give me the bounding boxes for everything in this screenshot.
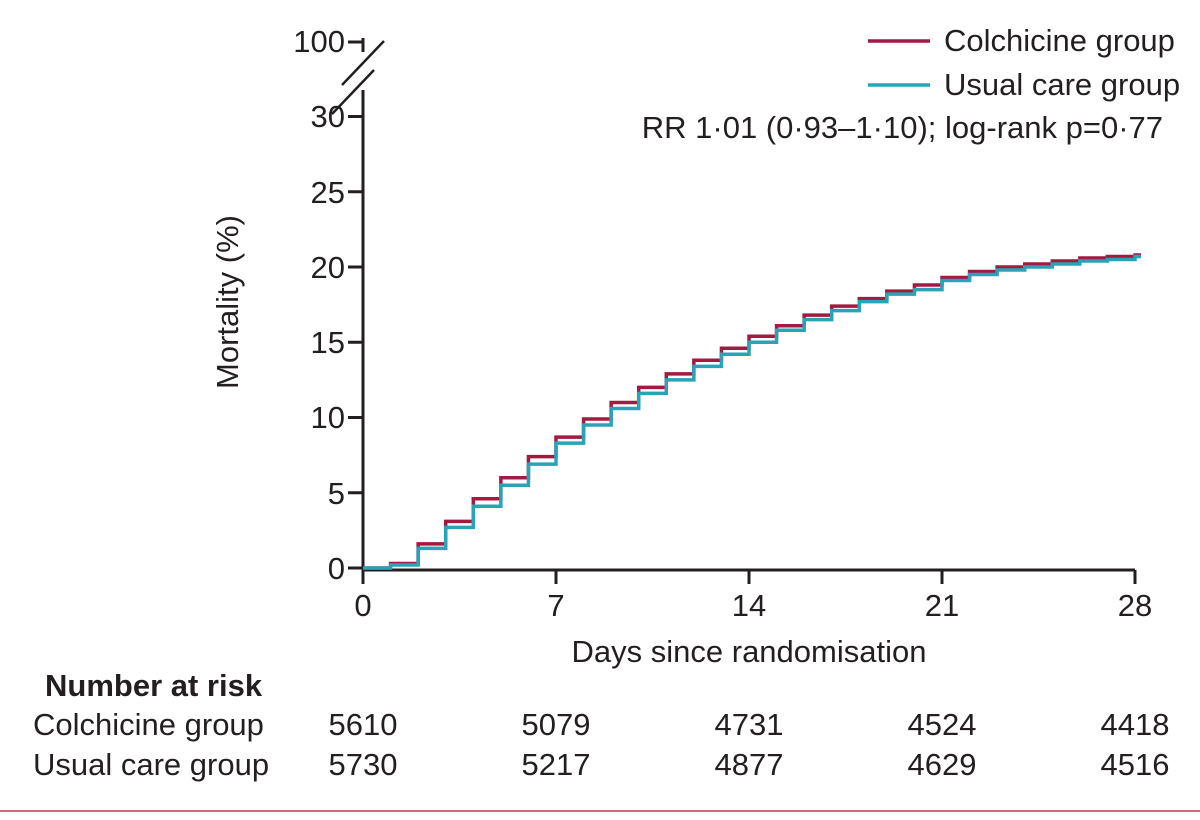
risk-count: 5079: [521, 707, 591, 742]
y-tick-label-15: 15: [310, 325, 345, 360]
y-tick-label-5: 5: [327, 476, 345, 511]
usual-care-curve: [363, 254, 1141, 570]
x-tick-label-28: 28: [1117, 588, 1153, 623]
risk-row-label: Usual care group: [33, 747, 270, 782]
legend-label-colchicine: Colchicine group: [944, 23, 1175, 58]
colchicine-curve: [363, 253, 1141, 570]
x-tick-label-7: 7: [547, 588, 565, 623]
risk-row-label: Colchicine group: [33, 707, 264, 742]
risk-count: 4524: [907, 707, 977, 742]
rr-logrank-annotation: RR 1·01 (0·93–1·10); log-rank p=0·77: [641, 110, 1163, 145]
x-tick-label-14: 14: [731, 588, 767, 623]
risk-count: 4731: [714, 707, 784, 742]
y-tick-label-100: 100: [293, 24, 345, 59]
risk-count: 5730: [328, 747, 398, 782]
risk-table-title: Number at risk: [45, 668, 263, 703]
risk-count: 4629: [907, 747, 977, 782]
y-axis-title: Mortality (%): [210, 215, 245, 389]
x-axis-title: Days since randomisation: [571, 634, 927, 669]
risk-count: 4516: [1100, 747, 1170, 782]
risk-count: 4418: [1100, 707, 1170, 742]
axis-break-slash: [331, 69, 375, 115]
x-tick-label-0: 0: [354, 588, 372, 623]
axis-break-slash: [341, 40, 385, 86]
y-tick-label-10: 10: [310, 400, 345, 435]
y-tick-label-30: 30: [310, 99, 345, 134]
risk-count: 5217: [521, 747, 591, 782]
y-tick-label-25: 25: [310, 175, 345, 210]
x-tick-label-21: 21: [924, 588, 960, 623]
y-tick-label-0: 0: [327, 551, 345, 586]
bottom-divider-rule: [0, 810, 1200, 812]
y-tick-label-20: 20: [310, 250, 345, 285]
risk-count: 4877: [714, 747, 784, 782]
risk-count: 5610: [328, 707, 398, 742]
legend-label-usual-care: Usual care group: [944, 67, 1181, 102]
